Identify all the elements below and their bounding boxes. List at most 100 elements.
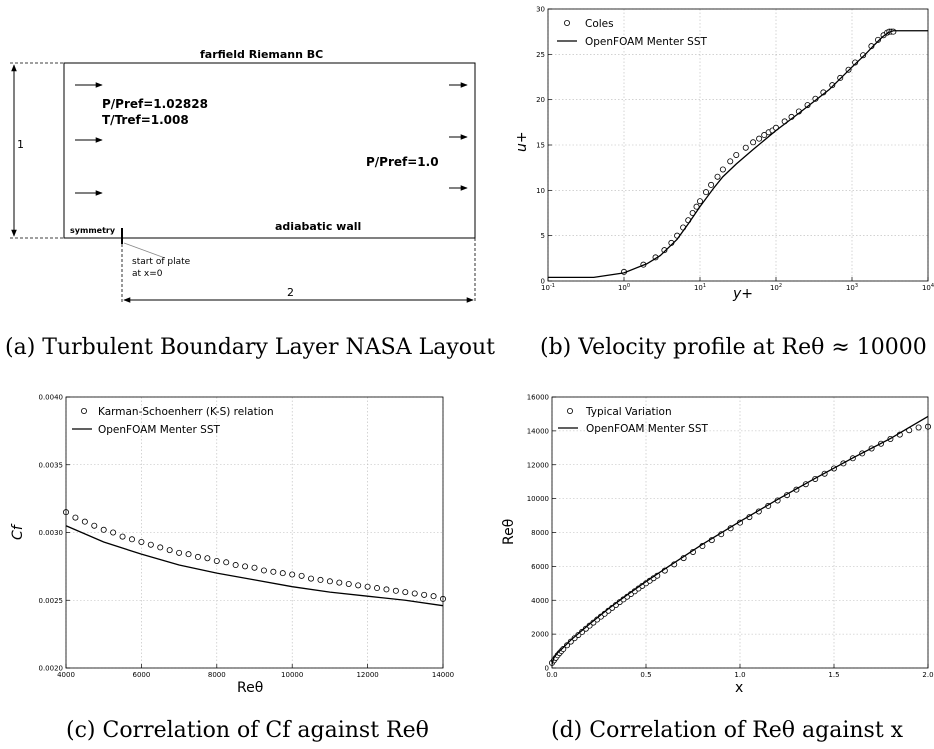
data-point [364,583,371,590]
y-tick-label: 0.0035 [39,461,64,469]
data-point [119,533,126,540]
x-tick-label: 103 [846,283,858,292]
panel-c-cf-correlation: 4000 6000 8000 10000 12000 14000 0.0020 0.0025 0… [10,394,454,744]
x-tick-label: 6000 [132,671,150,679]
data-point [733,151,740,158]
data-point [213,557,220,564]
data-point [411,590,418,597]
y-axis-label: Cf [10,523,26,540]
data-point [875,36,882,43]
x-tick-label: 1.0 [734,671,745,679]
inlet-pressure-label: P/Pref=1.02828 [102,97,208,111]
y-tick-label: 30 [536,6,545,14]
symmetry-label: symmetry [70,226,116,235]
data-point [567,638,574,645]
data-point [430,593,437,600]
marks-c [63,509,446,607]
grid-b [547,8,929,282]
y-tick-label: 0.0020 [39,665,64,673]
y-tick-label: 0.0040 [39,394,64,402]
data-point [279,570,286,577]
x-axis-label: y+ [732,286,753,302]
data-point [232,562,239,569]
marks-b [548,28,928,279]
x-tick-label: 14000 [432,671,454,679]
caption-c: (c) Correlation of Cf against Reθ [66,718,429,743]
y-tick-label: 6000 [531,563,549,571]
data-point [703,189,710,196]
x-tick-label: 2.0 [922,671,933,679]
grid-c [65,396,444,669]
data-point [147,541,154,548]
data-point [289,571,296,578]
data-point [251,564,258,571]
y-tick-label: 0.0025 [39,597,64,605]
data-point [727,158,734,165]
data-point [402,589,409,596]
data-point [564,642,571,649]
data-point [742,144,749,151]
legend-label: Coles [585,18,614,30]
legend-label: OpenFOAM Menter SST [585,36,707,48]
data-point [661,247,668,254]
y-tick-label: 0.0030 [39,529,64,537]
data-point [697,198,704,205]
x-tick-label: 4000 [57,671,75,679]
data-point [560,646,567,653]
x-tick-label: 104 [922,283,934,292]
y-tick-label: 25 [536,51,545,59]
data-point [176,549,183,556]
data-point [421,591,428,598]
data-point [204,555,211,562]
data-point [157,544,164,551]
legend-marker [567,407,574,414]
data-point [270,568,277,575]
data-point [750,139,757,146]
y-tick-label: 16000 [527,394,549,402]
panel-a-layout: 1 farfield Riemann BC P/Pref=1.02828 T/T… [5,48,495,360]
caption-b: (b) Velocity profile at Reθ ≈ 10000 [540,335,927,360]
legend-d: Typical Variation OpenFOAM Menter SST [558,406,708,435]
y-axis-label: Reθ [501,519,517,545]
marks-d [549,415,932,666]
plate-start-label: start of plate [132,257,191,267]
plot-frame-c [65,396,444,669]
data-point [326,578,333,585]
data-point [383,586,390,593]
data-point [915,424,922,431]
x-tick-label: 10000 [281,671,303,679]
data-point [138,538,145,545]
series-line [551,415,929,665]
x-tick-label: 1.5 [828,671,839,679]
legend-b: Coles OpenFOAM Menter SST [557,18,707,48]
x-tick-label: 0.5 [640,671,651,679]
data-point [194,553,201,560]
plot-frame-b [547,8,929,282]
x-tick-label: 102 [770,283,782,292]
plate-start-label: at x=0 [132,269,163,279]
y-tick-label: 15 [536,142,545,150]
x-axis-label: x [735,680,743,696]
data-point [374,585,381,592]
length-label: 2 [287,286,294,299]
ticks-d: 0.0 0.5 1.0 1.5 2.0 0 2000 4000 6000 8000 10000 120… [527,394,934,680]
y-tick-label: 12000 [527,461,549,469]
legend-label: Typical Variation [585,406,672,418]
panel-b-velocity-profile: 10-1 100 101 102 103 104 0 5 10 15 20 25 30 Coles Op… [514,6,934,361]
data-point [719,166,726,173]
caption-a: (a) Turbulent Boundary Layer NASA Layout [5,335,495,360]
data-point [693,203,700,210]
data-point [336,579,343,586]
y-tick-label: 14000 [527,427,549,435]
legend-label: Karman-Schoenherr (K-S) relation [98,406,274,418]
farfield-label: farfield Riemann BC [200,48,323,61]
y-tick-label: 4000 [531,597,549,605]
data-point [345,580,352,587]
data-point [852,59,859,66]
inlet-temperature-label: T/Tref=1.008 [102,113,189,127]
y-tick-label: 20 [536,96,545,104]
data-point [260,567,267,574]
data-point [166,547,173,554]
data-point [829,82,836,89]
legend-c: Karman-Schoenherr (K-S) relation OpenFOA… [72,406,274,436]
